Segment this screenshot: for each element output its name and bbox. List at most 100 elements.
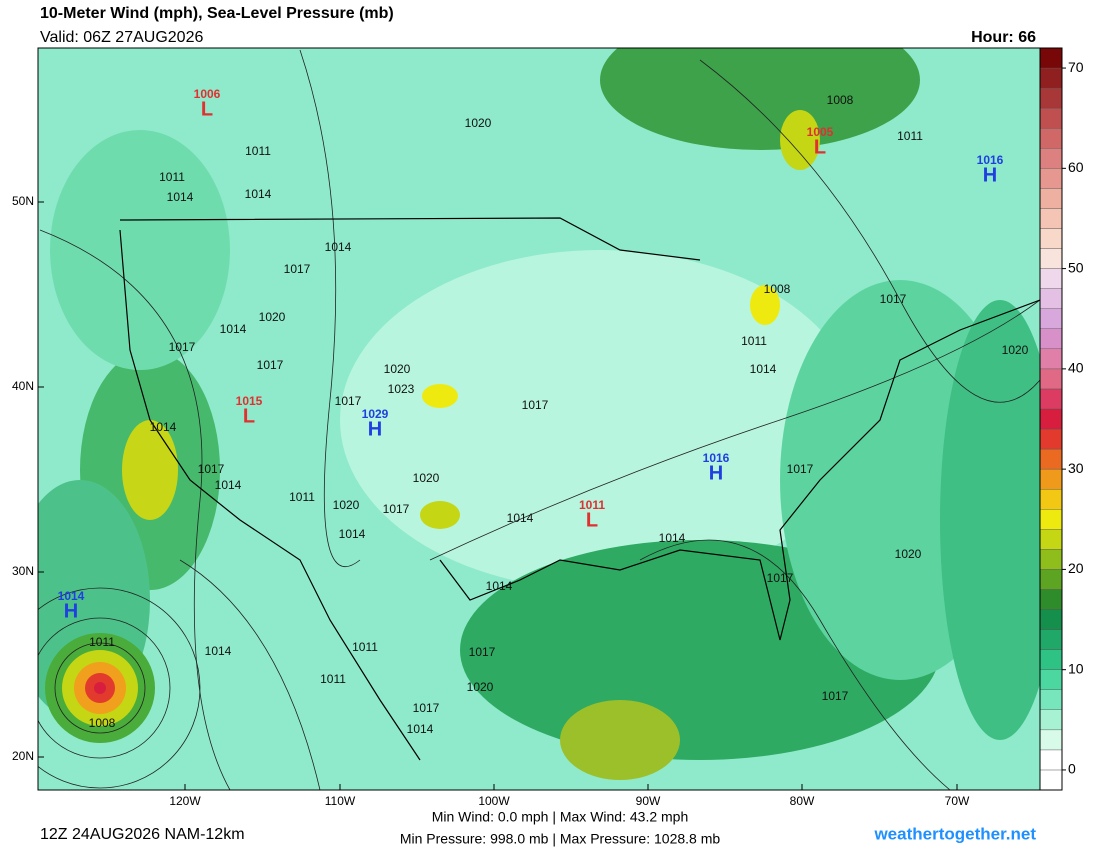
colorbar-swatch bbox=[1039, 709, 1063, 731]
lon-label: 110W bbox=[325, 794, 356, 808]
center-pressure: 1016 bbox=[977, 153, 1004, 167]
colorbar-swatch bbox=[1039, 529, 1063, 550]
center-symbol: L bbox=[201, 98, 213, 120]
colorbar-tick-label: 50 bbox=[1068, 259, 1084, 275]
isobar-label: 1014 bbox=[245, 187, 272, 201]
center-symbol: H bbox=[368, 418, 382, 440]
colorbar-tick-label: 10 bbox=[1068, 660, 1084, 676]
isobar-label: 1014 bbox=[407, 722, 434, 736]
colorbar-swatch bbox=[1039, 629, 1063, 650]
colorbar: 0 10 20 30 40 50 60 70 bbox=[1039, 47, 1084, 791]
center-pressure: 1005 bbox=[807, 125, 834, 139]
pressure-stats: Min Pressure: 998.0 mb | Max Pressure: 1… bbox=[400, 831, 721, 847]
colorbar-swatch bbox=[1039, 649, 1063, 670]
isobar-label: 1017 bbox=[767, 571, 794, 585]
isobar-label: 1020 bbox=[259, 310, 286, 324]
lat-label: 50N bbox=[12, 194, 34, 208]
center-pressure: 1006 bbox=[194, 87, 221, 101]
colorbar-swatch bbox=[1039, 348, 1063, 370]
isobar-label: 1014 bbox=[507, 511, 534, 525]
isobar-label: 1014 bbox=[325, 240, 352, 254]
isobar-label: 1020 bbox=[413, 471, 440, 485]
isobar-label: 1011 bbox=[352, 640, 378, 654]
isobar-label: 1014 bbox=[750, 362, 777, 376]
colorbar-swatch bbox=[1039, 609, 1063, 630]
colorbar-swatch bbox=[1039, 188, 1063, 209]
isobar-label: 1017 bbox=[284, 262, 311, 276]
isobar-label: 1017 bbox=[413, 701, 440, 715]
center-symbol: L bbox=[243, 405, 255, 427]
forecast-hour: Hour: 66 bbox=[971, 29, 1036, 46]
isobar-label: 1017 bbox=[822, 689, 849, 703]
lat-label: 30N bbox=[12, 564, 34, 578]
isobar-label: 1020 bbox=[465, 116, 492, 130]
isobar-label: 1011 bbox=[289, 490, 315, 504]
colorbar-swatch bbox=[1039, 729, 1063, 751]
colorbar-tick-label: 70 bbox=[1068, 59, 1084, 75]
isobar-label: 1017 bbox=[169, 340, 196, 354]
colorbar-swatch bbox=[1039, 408, 1063, 430]
center-pressure: 1011 bbox=[579, 498, 605, 512]
colorbar-swatch bbox=[1039, 128, 1063, 149]
isobar-label: 1011 bbox=[245, 144, 271, 158]
center-symbol: H bbox=[983, 164, 997, 186]
colorbar-tick-label: 60 bbox=[1068, 159, 1084, 175]
isobar-label: 1011 bbox=[741, 334, 767, 348]
isobar-label: 1017 bbox=[522, 398, 549, 412]
colorbar-swatch bbox=[1039, 148, 1063, 169]
colorbar-swatch bbox=[1039, 67, 1063, 89]
isobar-label: 1008 bbox=[89, 716, 116, 730]
colorbar-swatch bbox=[1039, 208, 1063, 229]
isobar-label: 1017 bbox=[787, 462, 814, 476]
colorbar-swatch bbox=[1039, 388, 1063, 410]
colorbar-swatch bbox=[1039, 569, 1063, 590]
isobar-label: 1020 bbox=[1002, 343, 1029, 357]
colorbar-frame bbox=[1039, 47, 1063, 791]
colorbar-swatch bbox=[1039, 288, 1063, 309]
isobar-label: 1011 bbox=[320, 672, 346, 686]
site-name: weathertogether.net bbox=[873, 824, 1036, 843]
isobar-label: 1017 bbox=[383, 502, 410, 516]
isobar-label: 1023 bbox=[388, 382, 415, 396]
center-pressure: 1016 bbox=[703, 451, 730, 465]
center-symbol: L bbox=[814, 136, 826, 158]
lon-label: 100W bbox=[478, 794, 510, 808]
lon-label: 70W bbox=[945, 794, 970, 808]
colorbar-swatch bbox=[1039, 448, 1063, 470]
isobar-label: 1011 bbox=[159, 170, 185, 184]
isobar-label: 1014 bbox=[220, 322, 247, 336]
isobar-label: 1020 bbox=[467, 680, 494, 694]
center-symbol: H bbox=[64, 600, 78, 622]
colorbar-tick-label: 0 bbox=[1068, 761, 1076, 777]
valid-time: Valid: 06Z 27AUG2026 bbox=[40, 29, 203, 46]
colorbar-swatch bbox=[1039, 268, 1063, 289]
isobar-label: 1014 bbox=[486, 579, 513, 593]
isobar-label: 1014 bbox=[150, 420, 177, 434]
colorbar-swatch bbox=[1039, 168, 1063, 189]
colorbar-swatch bbox=[1039, 468, 1063, 490]
isobar-label: 1014 bbox=[215, 478, 242, 492]
center-symbol: H bbox=[709, 462, 723, 484]
model-run: 12Z 24AUG2026 NAM-12km bbox=[40, 826, 245, 843]
isobar-label: 1017 bbox=[257, 358, 284, 372]
colorbar-swatch bbox=[1039, 589, 1063, 610]
isobar-label: 1014 bbox=[167, 190, 194, 204]
isobar-label: 1008 bbox=[764, 282, 791, 296]
colorbar-tick-label: 20 bbox=[1068, 560, 1084, 576]
isobar-label: 1017 bbox=[469, 645, 496, 659]
lat-label: 40N bbox=[12, 379, 34, 393]
isobar-label: 1020 bbox=[384, 362, 411, 376]
colorbar-swatch bbox=[1039, 428, 1063, 450]
colorbar-swatch bbox=[1039, 368, 1063, 390]
center-symbol: L bbox=[586, 509, 598, 531]
center-pressure: 1014 bbox=[58, 589, 85, 603]
isobar-label: 1011 bbox=[897, 129, 923, 143]
isobar-label: 1020 bbox=[895, 547, 922, 561]
isobar-label: 1017 bbox=[880, 292, 907, 306]
center-pressure: 1015 bbox=[236, 394, 263, 408]
wind-stats: Min Wind: 0.0 mph | Max Wind: 43.2 mph bbox=[432, 809, 689, 825]
colorbar-swatch bbox=[1039, 107, 1063, 129]
center-pressure: 1029 bbox=[362, 407, 389, 421]
isobar-label: 1011 bbox=[89, 635, 115, 649]
